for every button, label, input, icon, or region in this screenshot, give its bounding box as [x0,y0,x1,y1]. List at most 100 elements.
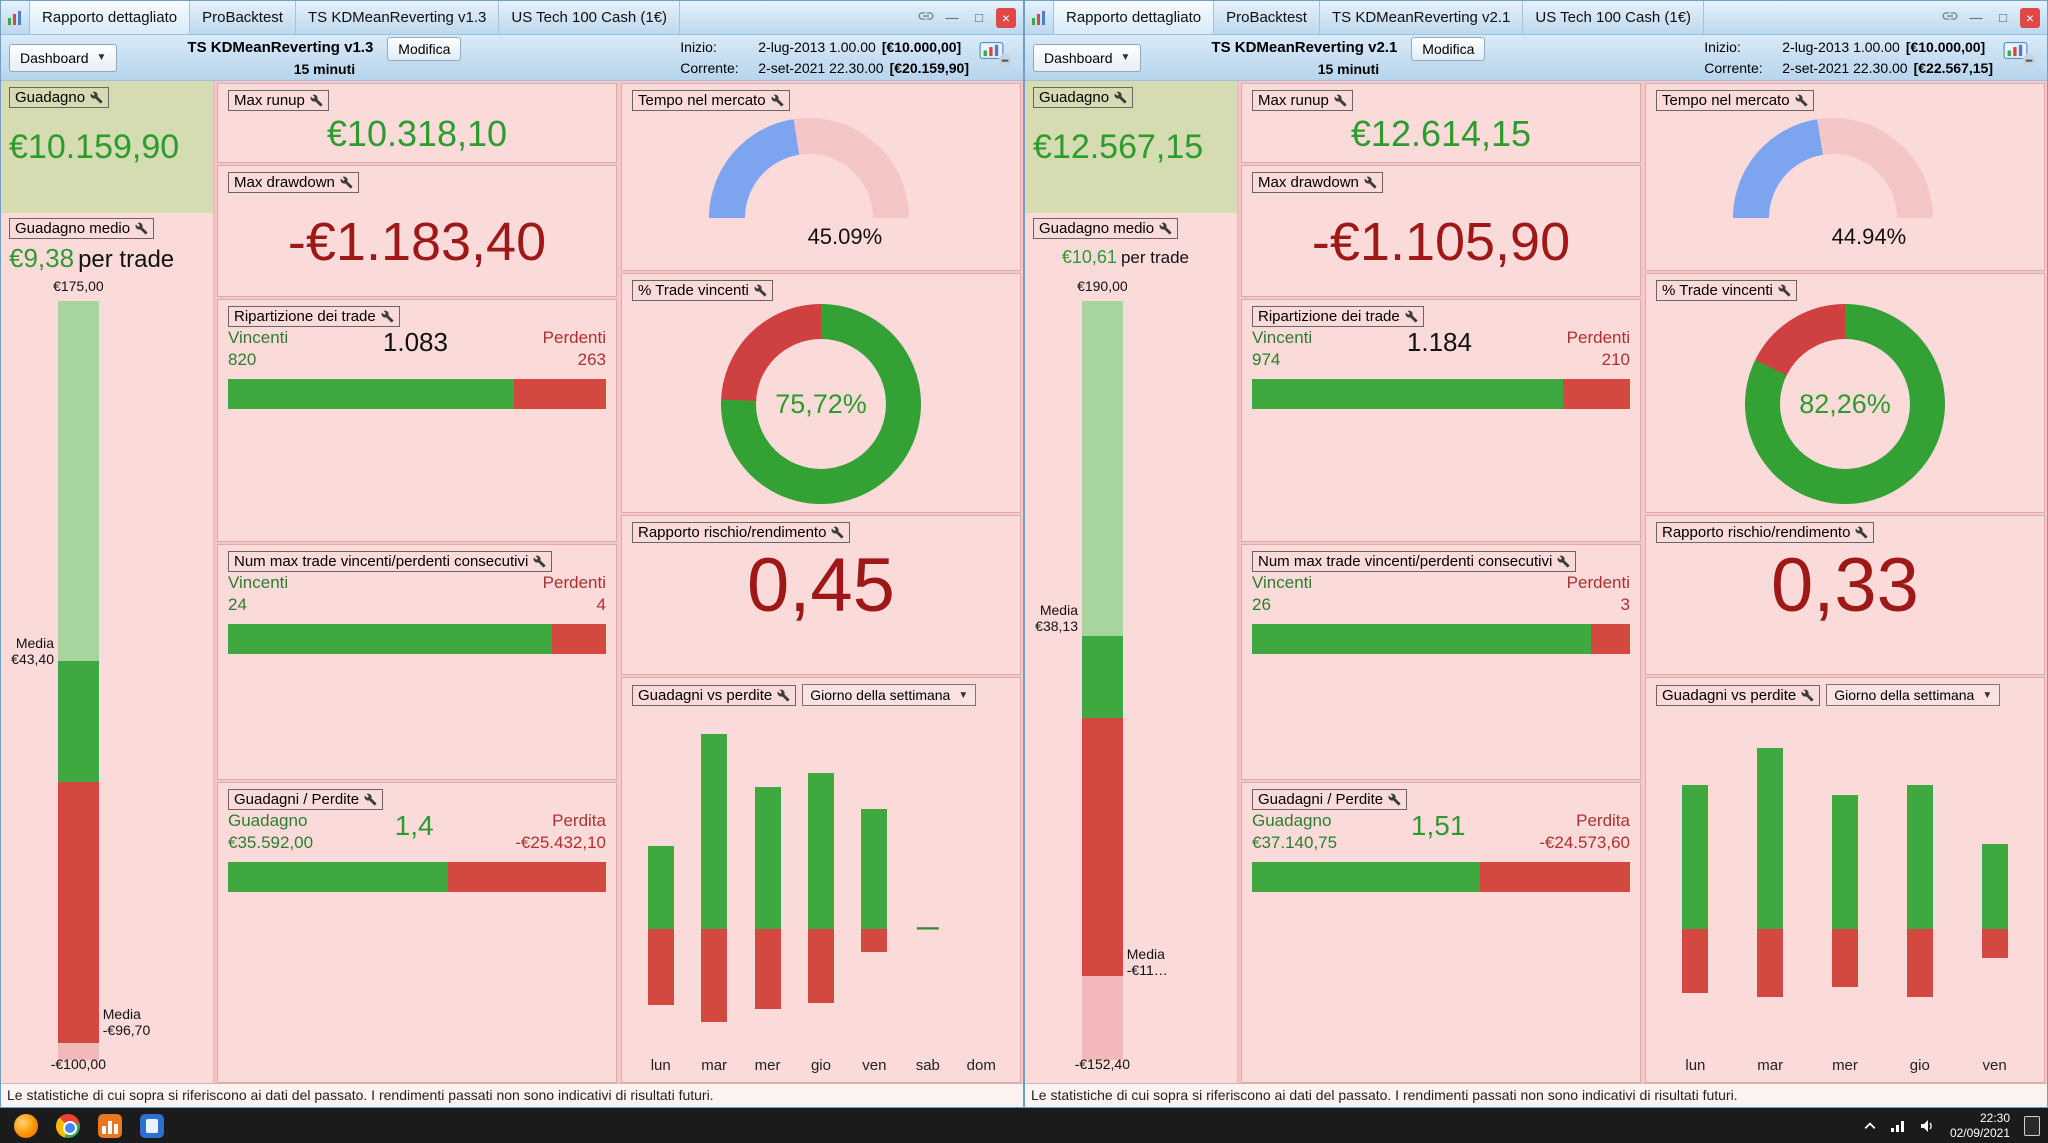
strategy-name: TS KDMeanReverting v1.3 [187,39,374,57]
perdenti-stat: Perdenti 263 [542,328,606,370]
workspace-icon[interactable] [979,41,1013,74]
win-bar [228,862,449,893]
tray-expand-icon[interactable] [1864,1121,1876,1130]
loss-bar [551,624,606,655]
bar-group-lun [1658,732,1733,1044]
notification-panel-icon[interactable] [2024,1115,2040,1136]
guadagni-perdite-config-chip[interactable]: Guadagni / Perdite [1252,789,1408,810]
bar-group-ven [1957,732,2032,1044]
tempo-config-chip[interactable]: Tempo nel mercato [632,90,790,111]
wrench-icon [771,94,784,107]
loss-bar [1591,624,1630,655]
bar-group-mer [1808,732,1883,1044]
tab-probacktest[interactable]: ProBacktest [1214,1,1320,34]
corrente-amount: [€20.159,90] [889,59,969,76]
max-runup-value: €10.318,10 [326,112,508,154]
tab-rapporto-dettagliato[interactable]: Rapporto dettagliato [30,1,191,34]
toolbar: Dashboard ▼ TS KDMeanReverting v2.1 Modif… [1025,35,2047,81]
strategy-name: TS KDMeanReverting v2.1 [1211,39,1398,57]
tab-instrument[interactable]: US Tech 100 Cash (1€) [499,1,681,34]
close-button[interactable]: × [996,7,1016,28]
wrench-icon [1364,176,1377,189]
guadagno-medio-config-chip[interactable]: Guadagno medio [1033,218,1179,239]
vincenti-stat: Vincenti 974 [1252,328,1313,370]
perdenti-stat: Perdenti 3 [1566,573,1630,615]
chevron-down-icon: ▼ [958,689,969,701]
modifica-button[interactable]: Modifica [1411,36,1486,61]
period-dropdown[interactable]: Giorno della settimana ▼ [802,684,977,706]
trade-vincenti-donut: 82,26% [1745,304,1945,504]
vincenti-stat: Vincenti 26 [1252,573,1313,615]
workspace-icon[interactable] [2003,41,2037,74]
bar-group-lun [634,732,687,1044]
dashboard-button[interactable]: Dashboard ▼ [9,43,118,72]
trade-vincenti-config-chip[interactable]: % Trade vincenti [1656,280,1797,301]
volume-icon[interactable] [1920,1119,1936,1133]
period-dropdown[interactable]: Giorno della settimana ▼ [1826,684,2001,706]
document-app-icon[interactable] [140,1113,164,1138]
guadagno-medio-value: €9,38 [9,243,75,273]
perdenti-stat: Perdenti 210 [1566,328,1630,370]
wrench-icon [340,176,353,189]
tab-strategy[interactable]: TS KDMeanReverting v2.1 [1320,1,1524,34]
guadagno-config-chip[interactable]: Guadagno [1033,87,1134,108]
link-icon[interactable] [1941,7,1959,29]
max-drawdown-config-chip[interactable]: Max drawdown [228,172,359,193]
inizio-datetime: 2-lug-2013 1.00.00 [1782,38,1900,55]
clock-date: 02/09/2021 [1949,1125,2010,1140]
trade-vincenti-percent: 82,26% [1799,388,1891,419]
vincenti-stat: Vincenti 820 [228,328,289,370]
max-runup-config-chip[interactable]: Max runup [1252,90,1353,111]
win-bar [228,624,552,655]
guadagni-perdite-config-chip[interactable]: Guadagni / Perdite [228,789,384,810]
rischio-config-chip[interactable]: Rapporto rischio/rendimento [1656,522,1875,543]
rischio-config-chip[interactable]: Rapporto rischio/rendimento [632,522,851,543]
ripartizione-config-chip[interactable]: Ripartizione dei trade [1252,306,1424,327]
guadagni-perdite-panel: Guadagni / Perdite Guadagno €37.140,75 1,… [1241,782,1641,1083]
loss-bar [1479,862,1630,893]
column-gauges: Tempo nel mercato 45.09% % Trade vincent… [619,81,1023,1083]
guadagno-config-chip[interactable]: Guadagno [9,87,110,108]
ripartizione-panel: Ripartizione dei trade Vincenti 974 1.184… [1241,299,1641,542]
close-button[interactable]: × [2020,7,2040,28]
wrench-icon [310,94,323,107]
chevron-down-icon: ▼ [1120,52,1131,63]
max-runup-config-chip[interactable]: Max runup [228,90,329,111]
tab-instrument[interactable]: US Tech 100 Cash (1€) [1523,1,1705,34]
chrome-icon[interactable] [56,1113,80,1138]
tab-probacktest[interactable]: ProBacktest [190,1,296,34]
consecutivi-config-chip[interactable]: Num max trade vincenti/perdenti consecut… [1252,551,1577,572]
tempo-config-chip[interactable]: Tempo nel mercato [1656,90,1814,111]
max-drawdown-config-chip[interactable]: Max drawdown [1252,172,1383,193]
guadagno-medio-config-chip[interactable]: Guadagno medio [9,218,155,239]
maximize-button[interactable]: □ [975,10,983,25]
firefox-icon[interactable] [14,1113,38,1138]
wrench-icon [777,689,790,701]
consecutivi-config-chip[interactable]: Num max trade vincenti/perdenti consecut… [228,551,553,572]
guadagni-perdite-bar [1252,862,1630,893]
weekday-config-chip[interactable]: Guadagni vs perdite [632,684,797,706]
minimize-button[interactable]: — [945,10,959,25]
trade-vincenti-config-chip[interactable]: % Trade vincenti [632,280,773,301]
perdita-stat: Perdita -€24.573,60 [1539,811,1630,853]
ripartizione-config-chip[interactable]: Ripartizione dei trade [228,306,400,327]
bar-group-mer [741,732,794,1044]
tab-rapporto-dettagliato[interactable]: Rapporto dettagliato [1054,1,1215,34]
segment-media-win [1082,635,1123,718]
taskbar-clock[interactable]: 22:30 02/09/2021 [1950,1111,2010,1141]
modifica-button[interactable]: Modifica [387,36,462,61]
wrench-icon [135,222,148,235]
tab-strategy[interactable]: TS KDMeanReverting v1.3 [296,1,500,34]
tempo-gauge [709,118,909,218]
weekday-config-chip[interactable]: Guadagni vs perdite [1656,684,1821,706]
weekday-chart: — [634,732,1008,1044]
column-stats: Max runup €12.614,15 Max drawdown -€1.10… [1239,81,1643,1083]
dashboard-button[interactable]: Dashboard ▼ [1033,43,1142,72]
network-icon[interactable] [1890,1120,1906,1132]
tempo-mercato-panel: Tempo nel mercato 44.94% [1645,83,2045,271]
link-icon[interactable] [917,7,935,29]
trading-app-icon[interactable] [98,1113,122,1138]
clock-time: 22:30 [1979,1110,2010,1125]
minimize-button[interactable]: — [1969,10,1983,25]
maximize-button[interactable]: □ [1999,10,2007,25]
